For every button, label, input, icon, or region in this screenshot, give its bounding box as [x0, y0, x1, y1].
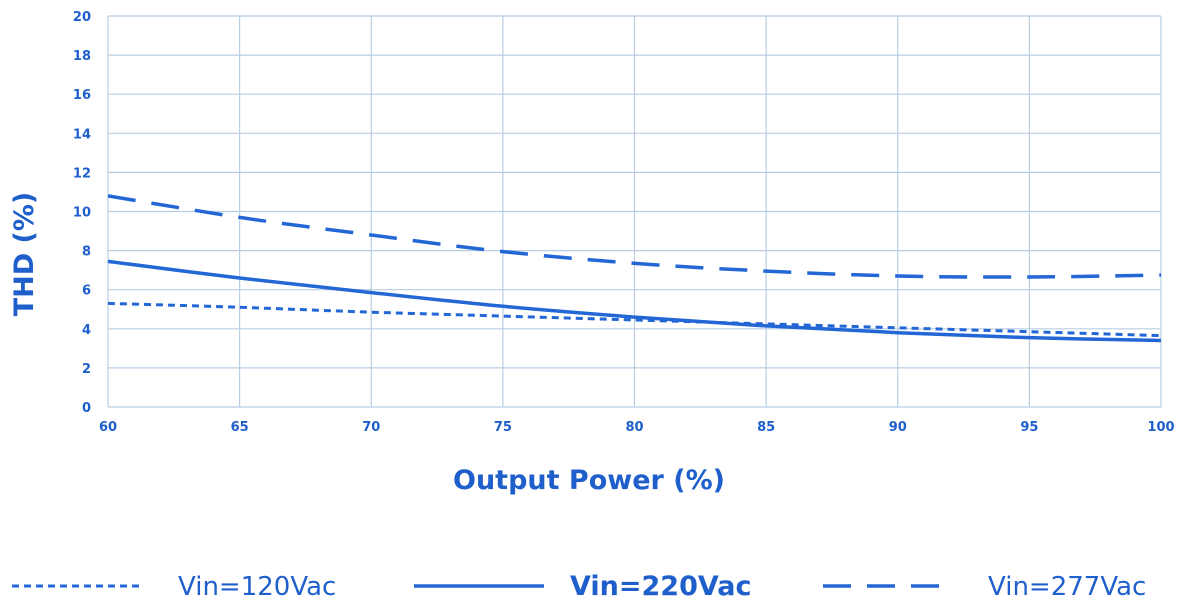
- x-tick-label: 95: [1020, 420, 1038, 435]
- legend-item: Vin=220Vac: [414, 571, 752, 602]
- y-tick-label: 2: [82, 362, 91, 377]
- y-tick-label: 4: [82, 323, 91, 338]
- y-tick-label: 8: [82, 245, 91, 260]
- series-line-vin-120vac: [107, 301, 1162, 338]
- y-tick-label: 6: [82, 284, 91, 299]
- legend: Vin=120Vac Vin=220Vac Vin=277Vac: [12, 571, 1146, 602]
- y-tick-label: 12: [73, 166, 91, 181]
- x-tick-label: 80: [625, 420, 643, 435]
- series-line-vin-277vac: [107, 194, 1162, 279]
- y-tick-label: 0: [82, 401, 91, 416]
- series-line-vin-220vac: [107, 259, 1162, 343]
- legend-label: Vin=120Vac: [178, 572, 336, 601]
- x-tick-label: 75: [494, 420, 512, 435]
- x-tick-label: 90: [889, 420, 907, 435]
- legend-label: Vin=277Vac: [988, 572, 1146, 601]
- y-tick-label: 18: [73, 49, 91, 64]
- x-tick-label: 60: [99, 420, 117, 435]
- y-tick-label: 20: [73, 10, 91, 25]
- x-tick-label: 70: [362, 420, 380, 435]
- legend-label: Vin=220Vac: [570, 571, 752, 601]
- x-tick-labels: 60 65 70 75 80 85 90 95 100: [99, 420, 1175, 435]
- x-axis-title: Output Power (%): [453, 465, 725, 496]
- x-tick-label: 65: [231, 420, 249, 435]
- y-tick-label: 16: [73, 88, 91, 103]
- legend-item: Vin=277Vac: [823, 572, 1146, 602]
- grid: [107, 15, 1162, 408]
- series-lines: [107, 194, 1162, 343]
- y-axis-title: THD (%): [9, 192, 40, 317]
- x-tick-label: 100: [1147, 420, 1174, 435]
- y-tick-labels: 0 2 4 6 8 10 12 14 16 18 20: [73, 10, 91, 416]
- x-tick-label: 85: [757, 420, 775, 435]
- legend-item: Vin=120Vac: [12, 572, 336, 602]
- y-tick-label: 14: [73, 127, 91, 142]
- y-tick-label: 10: [73, 206, 91, 221]
